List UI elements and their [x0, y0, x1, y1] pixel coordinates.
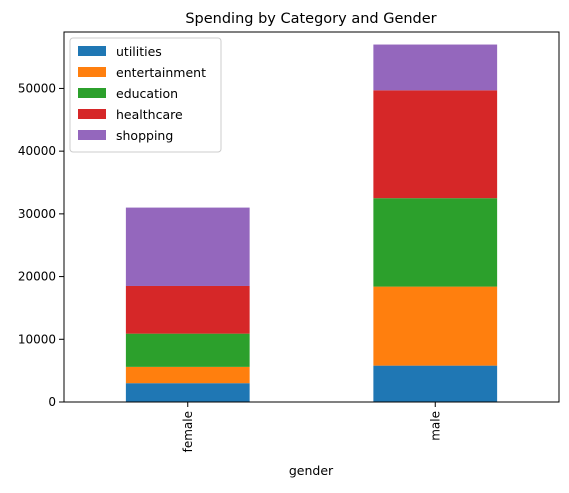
legend-swatch-entertainment	[78, 67, 106, 77]
axes-layer: 0 10000 20000 30000 40000 50000 female male	[18, 31, 560, 452]
y-tick-label: 10000	[18, 332, 56, 346]
legend-swatch-education	[78, 88, 106, 98]
legend-swatch-healthcare	[78, 109, 106, 119]
legend: utilities entertainment education healthcar…	[69, 37, 222, 153]
bar-healthcare-male	[373, 90, 498, 199]
x-tick-label: female	[181, 411, 195, 452]
bar-utilities-male	[373, 365, 498, 402]
legend-label-shopping: shopping	[116, 128, 173, 143]
bar-shopping-male	[373, 44, 498, 91]
bar-healthcare-female	[125, 285, 250, 334]
legend-swatch-utilities	[78, 46, 106, 56]
bar-entertainment-male	[373, 286, 498, 366]
legend-label-entertainment: entertainment	[116, 65, 206, 80]
x-axis-label: gender	[289, 463, 334, 478]
legend-box	[69, 37, 222, 153]
y-tick-label: 0	[48, 395, 56, 409]
chart-title: Spending by Category and Gender	[185, 11, 436, 27]
legend-label-healthcare: healthcare	[116, 107, 183, 122]
legend-label-education: education	[116, 86, 178, 101]
bars-layer	[125, 44, 498, 402]
bar-education-male	[373, 198, 498, 287]
plot-frame	[63, 31, 560, 403]
bar-entertainment-female	[125, 366, 250, 384]
y-tick-label: 30000	[18, 207, 56, 221]
y-tick-label: 50000	[18, 81, 56, 95]
x-tick-label: male	[428, 411, 442, 441]
bar-shopping-female	[125, 207, 250, 286]
legend-swatch-shopping	[78, 130, 106, 140]
y-tick-label: 40000	[18, 144, 56, 158]
bar-education-female	[125, 333, 250, 367]
legend-label-utilities: utilities	[116, 44, 162, 59]
bar-utilities-female	[125, 383, 250, 402]
y-tick-label: 20000	[18, 270, 56, 284]
